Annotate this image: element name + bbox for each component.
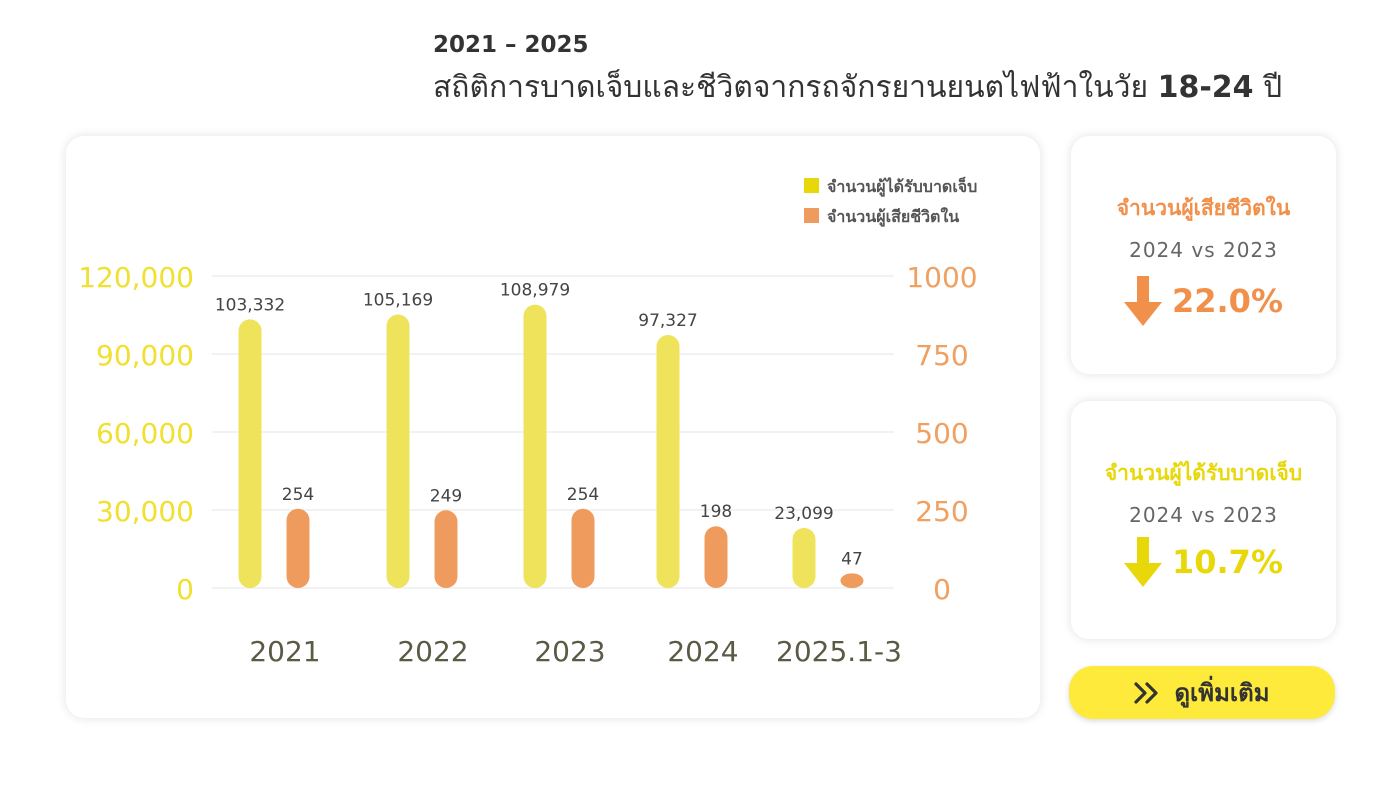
deaths-stat-card: จำนวนผู้เสียชีวิตใน 2024 vs 2023 22.0% xyxy=(1071,136,1336,374)
chart-card: 0 30,000 60,000 90,000 120,000 0 250 500 750 1000… xyxy=(66,136,1040,718)
injured-stat-compare: 2024 vs 2023 xyxy=(1129,503,1278,527)
injured-data-label: 108,979 xyxy=(500,281,570,301)
deaths-stat-value: 22.0% xyxy=(1171,282,1283,320)
injured-stat-value-row: 10.7% xyxy=(1071,537,1336,587)
double-chevron-right-icon xyxy=(1134,681,1159,704)
injured-data-label: 103,332 xyxy=(215,295,285,315)
deaths-data-label: 249 xyxy=(430,486,462,506)
deaths-arrow-shape xyxy=(1123,276,1162,326)
injured-bar xyxy=(523,304,547,588)
deaths-stat-value-row: 22.0% xyxy=(1071,276,1336,326)
deaths-bar xyxy=(840,573,864,588)
deaths-stat-compare: 2024 vs 2023 xyxy=(1129,238,1278,262)
injured-arrow-shape xyxy=(1123,537,1162,587)
deaths-bar xyxy=(286,508,310,588)
category-label: 2023 xyxy=(534,635,605,668)
page-title: สถิติการบาดเจ็บและชีวิตจากรถจักรยานยนตไฟ… xyxy=(433,64,1282,111)
deaths-bar xyxy=(704,526,728,588)
injured-bar xyxy=(386,314,410,588)
deaths-stat-title: จำนวนผู้เสียชีวิตใน xyxy=(1116,196,1291,220)
category-label: 2024 xyxy=(667,635,738,668)
deaths-bar xyxy=(571,508,595,588)
left-axis-tick-label: 120,000 xyxy=(78,261,194,294)
deaths-data-label: 198 xyxy=(700,502,732,522)
deaths-data-label: 47 xyxy=(841,549,863,569)
injured-stat-title: จำนวนผู้ได้รับบาดเจ็บ xyxy=(1104,461,1303,485)
left-axis-tick-label: 90,000 xyxy=(96,339,194,372)
see-more-button[interactable]: ดูเพิ่มเติม xyxy=(1069,666,1335,719)
injured-data-label: 23,099 xyxy=(774,504,833,524)
legend-label-deaths: จำนวนผู้เสียชีวิตใน xyxy=(827,207,959,228)
left-axis-tick-label: 0 xyxy=(176,573,194,606)
injured-bar xyxy=(656,334,680,588)
title-suffix: ปี xyxy=(1253,70,1283,105)
title-age: 18-24 xyxy=(1157,70,1254,105)
injured-stat-value: 10.7% xyxy=(1171,543,1283,581)
legend-swatch-injured xyxy=(804,178,819,193)
category-label: 2022 xyxy=(397,635,468,668)
see-more-label: ดูเพิ่มเติม xyxy=(1174,679,1270,707)
title-text: สถิติการบาดเจ็บและชีวิตจากรถจักรยานยนตไฟ… xyxy=(433,70,1158,105)
right-axis-tick-label: 1000 xyxy=(906,261,977,294)
legend-swatch-deaths xyxy=(804,208,819,223)
right-axis-tick-label: 750 xyxy=(915,339,968,372)
category-label: 2021 xyxy=(249,635,320,668)
arrow-down-icon xyxy=(1123,276,1162,326)
page-subtitle: 2021 – 2025 xyxy=(433,32,589,58)
deaths-bar xyxy=(434,510,458,588)
right-axis-tick-label: 0 xyxy=(933,573,951,606)
injured-data-label: 105,169 xyxy=(363,291,433,311)
right-axis-tick-label: 250 xyxy=(915,495,968,528)
left-axis-tick-label: 60,000 xyxy=(96,417,194,450)
injured-bar xyxy=(792,527,816,588)
left-axis-tick-label: 30,000 xyxy=(96,495,194,528)
category-label: 2025.1-3 xyxy=(776,635,902,668)
injured-stat-card: จำนวนผู้ได้รับบาดเจ็บ 2024 vs 2023 10.7% xyxy=(1071,401,1336,639)
arrow-down-icon xyxy=(1123,537,1162,587)
deaths-data-label: 254 xyxy=(567,485,599,505)
bar-chart: 0 30,000 60,000 90,000 120,000 0 250 500 750 1000… xyxy=(78,175,977,668)
injured-data-label: 97,327 xyxy=(638,311,697,331)
legend-label-injured: จำนวนผู้ได้รับบาดเจ็บ xyxy=(827,175,977,198)
right-axis-tick-label: 500 xyxy=(915,417,968,450)
deaths-data-label: 254 xyxy=(282,485,314,505)
injured-bar xyxy=(238,319,262,588)
